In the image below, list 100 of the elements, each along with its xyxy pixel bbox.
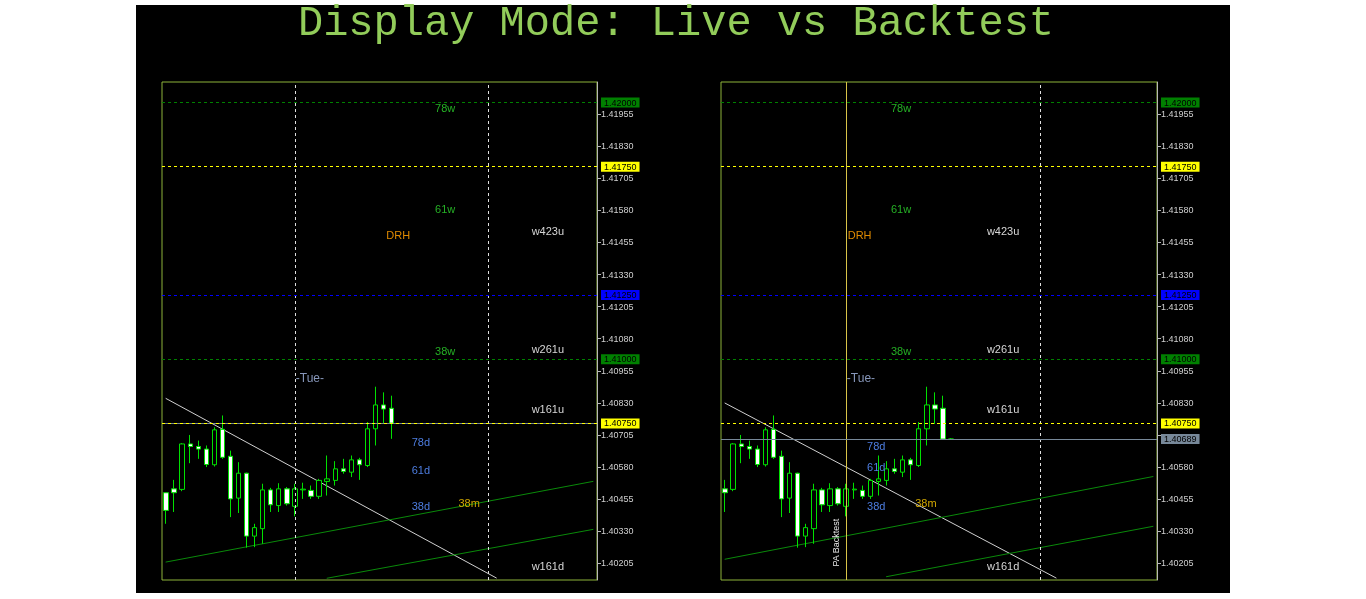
annotation: 78w bbox=[890, 101, 912, 114]
candlestick bbox=[260, 483, 265, 545]
candlestick bbox=[349, 455, 354, 478]
candlestick bbox=[908, 457, 913, 481]
y-tick-label: 1.40455 bbox=[601, 494, 634, 505]
annotation: 78d bbox=[411, 436, 430, 449]
candlestick bbox=[220, 414, 225, 460]
candlestick bbox=[357, 457, 362, 481]
candlestick bbox=[196, 440, 201, 460]
candlestick bbox=[835, 486, 841, 507]
annotation: 61w bbox=[435, 202, 456, 215]
annotation: w161u bbox=[530, 403, 565, 416]
annotation: PA Backtest bbox=[831, 518, 842, 567]
candlestick bbox=[179, 442, 185, 492]
y-tick-label: 1.41330 bbox=[601, 269, 634, 280]
annotation: DRH bbox=[847, 228, 872, 241]
ref-line-label: 1.42000 bbox=[604, 97, 637, 108]
candlestick bbox=[803, 523, 808, 548]
candlestick bbox=[763, 426, 768, 468]
ref-line-label: 1.41250 bbox=[604, 290, 637, 301]
candlestick bbox=[188, 434, 193, 464]
annotation: 78d bbox=[867, 440, 886, 453]
candlestick bbox=[252, 523, 257, 548]
annotation: w423u bbox=[530, 224, 565, 237]
candlestick bbox=[268, 487, 273, 513]
candlestick bbox=[868, 478, 873, 500]
candlestick bbox=[284, 486, 290, 507]
y-tick-label: 1.41955 bbox=[1161, 109, 1194, 120]
y-tick-label: 1.41705 bbox=[601, 173, 634, 184]
candlestick bbox=[924, 386, 930, 446]
annotation: 61w bbox=[890, 202, 912, 215]
y-tick-label: 1.41080 bbox=[601, 333, 634, 344]
ref-line-label: 1.41750 bbox=[604, 161, 637, 172]
candlestick bbox=[852, 482, 857, 500]
candlestick bbox=[276, 482, 281, 513]
annotation: DRH bbox=[386, 228, 411, 241]
y-tick-label: 1.41705 bbox=[1161, 173, 1194, 184]
candlestick bbox=[747, 440, 752, 460]
y-tick-label: 1.40830 bbox=[1161, 397, 1194, 408]
annotation: 38w bbox=[890, 344, 912, 357]
candlestick bbox=[892, 458, 897, 475]
y-tick-label: 1.40330 bbox=[1161, 526, 1194, 537]
candlestick bbox=[373, 386, 378, 446]
y-tick-label: 1.40705 bbox=[601, 429, 634, 440]
candlestick bbox=[163, 492, 169, 525]
annotation: w261u bbox=[530, 342, 565, 355]
annotation: w161d bbox=[985, 560, 1020, 573]
annotation: 38w bbox=[435, 344, 456, 357]
y-tick-label: 1.41205 bbox=[601, 301, 634, 312]
candlestick bbox=[244, 472, 249, 549]
y-tick-label: 1.41205 bbox=[1161, 301, 1194, 312]
y-tick-label: 1.40955 bbox=[1161, 365, 1194, 376]
y-tick-label: 1.41955 bbox=[601, 109, 634, 120]
y-tick-label: 1.41455 bbox=[1161, 237, 1194, 248]
candlestick bbox=[324, 455, 330, 497]
annotation: -Tue- bbox=[846, 370, 876, 385]
candlestick bbox=[787, 461, 792, 514]
candlestick bbox=[341, 458, 346, 475]
y-tick-label: 1.40580 bbox=[601, 462, 634, 473]
candlestick bbox=[827, 482, 833, 513]
ref-line-label: 1.41750 bbox=[1164, 161, 1197, 172]
annotation: -Tue- bbox=[295, 370, 325, 385]
annotation: 78w bbox=[435, 101, 456, 114]
y-tick-label: 1.41580 bbox=[1161, 205, 1194, 216]
y-tick-label: 1.40205 bbox=[1161, 558, 1194, 569]
ref-line-label: 1.42000 bbox=[1164, 97, 1197, 108]
y-tick-label: 1.40955 bbox=[601, 365, 634, 376]
candlestick bbox=[228, 450, 233, 518]
ref-line-label: 1.41000 bbox=[1164, 354, 1197, 365]
annotation: 38m bbox=[915, 496, 937, 509]
y-tick-label: 1.41455 bbox=[601, 237, 634, 248]
y-tick-label: 1.40330 bbox=[601, 526, 634, 537]
ref-line-label: 1.41250 bbox=[1164, 290, 1197, 301]
annotation: w261u bbox=[985, 342, 1020, 355]
ref-line-label: 1.40689 bbox=[1164, 434, 1197, 445]
candlestick bbox=[739, 434, 744, 464]
annotation: 61d bbox=[411, 463, 430, 476]
candlestick bbox=[212, 426, 217, 468]
candlestick bbox=[779, 450, 784, 518]
annotation: w161d bbox=[530, 560, 565, 573]
ref-line-label: 1.40750 bbox=[604, 418, 637, 429]
ref-line-label: 1.40750 bbox=[1164, 418, 1197, 429]
candlestick bbox=[916, 421, 921, 468]
candlestick bbox=[900, 455, 905, 478]
candlestick bbox=[755, 444, 760, 468]
y-tick-label: 1.41580 bbox=[601, 205, 634, 216]
candlestick bbox=[389, 395, 394, 440]
y-tick-label: 1.40205 bbox=[601, 558, 634, 569]
candlestick bbox=[811, 483, 817, 545]
candlestick bbox=[300, 482, 306, 500]
y-tick-label: 1.40830 bbox=[601, 397, 634, 408]
candlestick bbox=[771, 414, 776, 460]
annotation: 38m bbox=[458, 496, 480, 509]
candlestick bbox=[381, 391, 386, 425]
candlestick bbox=[730, 442, 736, 492]
y-tick-label: 1.41830 bbox=[601, 141, 634, 152]
annotation: 38d bbox=[411, 499, 430, 512]
chart-title: Display Mode: Live vs Backtest bbox=[297, 0, 1055, 48]
candlestick bbox=[932, 391, 938, 425]
y-tick-label: 1.41830 bbox=[1161, 141, 1194, 152]
